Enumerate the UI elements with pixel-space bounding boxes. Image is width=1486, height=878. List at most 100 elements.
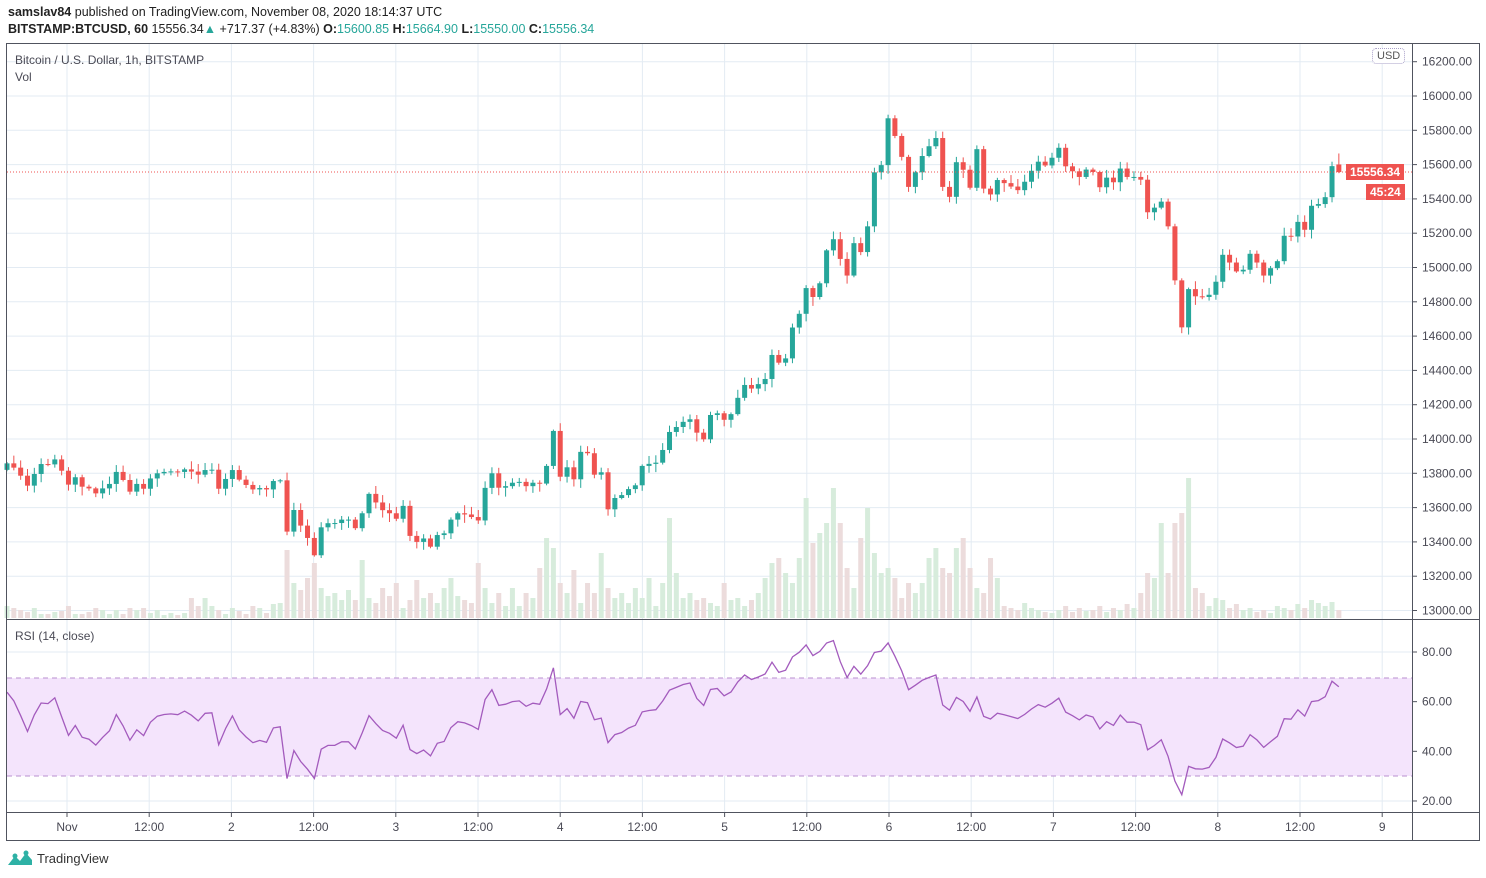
candle-body bbox=[161, 471, 167, 474]
low-label: L: bbox=[461, 22, 474, 36]
currency-button[interactable]: USD bbox=[1372, 48, 1406, 64]
volume-bar bbox=[803, 498, 809, 618]
volume-bar bbox=[701, 598, 707, 618]
time-label: 12:00 bbox=[956, 820, 986, 834]
time-axis[interactable]: Nov 12:00 2 12:00 3 12:00 4 12:00 5 12:00 6 12:00 7 1… bbox=[56, 812, 1386, 834]
candle-body bbox=[667, 431, 673, 450]
candle-body bbox=[1247, 253, 1253, 270]
candle-body bbox=[837, 239, 843, 259]
candle-body bbox=[305, 525, 311, 538]
candle-body bbox=[1124, 168, 1130, 177]
volume-bar bbox=[1302, 608, 1308, 618]
candle-body bbox=[1240, 269, 1246, 272]
volume-bar bbox=[127, 608, 133, 618]
candle-body bbox=[974, 149, 980, 188]
volume-bar bbox=[475, 563, 481, 618]
volume-bar bbox=[45, 614, 51, 618]
open-value: 15600.85 bbox=[337, 22, 390, 36]
volume-bar bbox=[106, 614, 112, 618]
candle-body bbox=[844, 258, 850, 276]
candle-body bbox=[728, 414, 734, 420]
candle-body bbox=[1302, 221, 1308, 230]
candle-body bbox=[277, 480, 283, 482]
volume-bar bbox=[858, 538, 864, 618]
volume-bar bbox=[544, 538, 550, 618]
candle-body bbox=[899, 135, 905, 157]
volume-bar bbox=[277, 603, 283, 618]
time-label: 12:00 bbox=[1121, 820, 1151, 834]
candle-body bbox=[694, 419, 700, 433]
volume-bar bbox=[912, 593, 918, 618]
candle-body bbox=[557, 430, 563, 477]
rsi-axis[interactable]: 20.00 40.00 60.00 80.00 bbox=[1412, 645, 1452, 808]
candle-body bbox=[475, 517, 481, 521]
candle-body bbox=[127, 479, 133, 492]
volume-bar bbox=[195, 606, 201, 618]
tradingview-logo[interactable]: TradingView bbox=[7, 850, 109, 866]
volume-bar bbox=[919, 583, 925, 618]
time-label: 12:00 bbox=[1285, 820, 1315, 834]
candle-body bbox=[175, 471, 181, 473]
pane-borders bbox=[6, 43, 1480, 841]
volume-bar bbox=[714, 606, 720, 618]
volume-bar bbox=[11, 608, 17, 618]
candle-body bbox=[1227, 254, 1233, 263]
volume-bar bbox=[940, 568, 946, 618]
volume-bar bbox=[1309, 600, 1315, 618]
candle-body bbox=[919, 156, 925, 173]
volume-bar bbox=[352, 600, 358, 618]
volume-bar bbox=[100, 610, 106, 618]
volume-bar bbox=[407, 600, 413, 618]
volume-bar bbox=[1199, 593, 1205, 618]
volume-bar bbox=[735, 598, 741, 618]
candle-body bbox=[141, 483, 147, 489]
time-label: 12:00 bbox=[299, 820, 329, 834]
candle-body bbox=[892, 118, 898, 136]
candle-body bbox=[373, 493, 379, 503]
volume-bar bbox=[783, 573, 789, 618]
time-label: 12:00 bbox=[463, 820, 493, 834]
volume-bar bbox=[1186, 478, 1192, 618]
price-axis[interactable]: 13000.00 13200.00 13400.00 13600.00 13800.00… bbox=[1412, 55, 1472, 618]
volume-bar bbox=[1268, 613, 1274, 618]
volume-bar bbox=[1124, 604, 1130, 618]
volume-bar bbox=[557, 583, 563, 618]
price-label: 14600.00 bbox=[1422, 329, 1472, 343]
price-label: 13800.00 bbox=[1422, 466, 1472, 480]
candle-body bbox=[120, 471, 126, 480]
price-label: 14200.00 bbox=[1422, 398, 1472, 412]
candle-body bbox=[981, 149, 987, 189]
rsi-line bbox=[6, 639, 1340, 797]
volume-bar bbox=[550, 548, 556, 618]
candle-body bbox=[1274, 261, 1280, 269]
candle-body bbox=[38, 464, 44, 474]
volume-bar bbox=[216, 610, 222, 618]
volume-bar bbox=[571, 570, 577, 618]
candle-body bbox=[72, 477, 78, 485]
volume-bar bbox=[871, 553, 877, 618]
candle-body bbox=[86, 486, 92, 489]
candle-body bbox=[113, 471, 119, 484]
candle-body bbox=[1281, 235, 1287, 262]
candle-body bbox=[1158, 201, 1164, 208]
volume-bar bbox=[1022, 603, 1028, 618]
volume-bar bbox=[1131, 608, 1137, 618]
candle-body bbox=[229, 470, 235, 479]
last-price-tag: 15556.34 bbox=[1346, 164, 1405, 180]
candle-body bbox=[1315, 204, 1321, 206]
candle-body bbox=[468, 514, 474, 518]
candle-body bbox=[100, 488, 106, 494]
volume-bar bbox=[182, 613, 188, 618]
candle-body bbox=[769, 354, 775, 379]
volume-bar bbox=[1151, 578, 1157, 618]
volume-bar bbox=[380, 588, 386, 618]
candle-body bbox=[1172, 226, 1178, 281]
candle-body bbox=[940, 138, 946, 187]
volume-bar bbox=[721, 583, 727, 618]
candle-body bbox=[516, 481, 522, 483]
volume-bar bbox=[141, 608, 147, 618]
price-label: 13600.00 bbox=[1422, 501, 1472, 515]
author-name[interactable]: samslav84 bbox=[8, 5, 72, 19]
candle-body bbox=[1083, 169, 1089, 177]
